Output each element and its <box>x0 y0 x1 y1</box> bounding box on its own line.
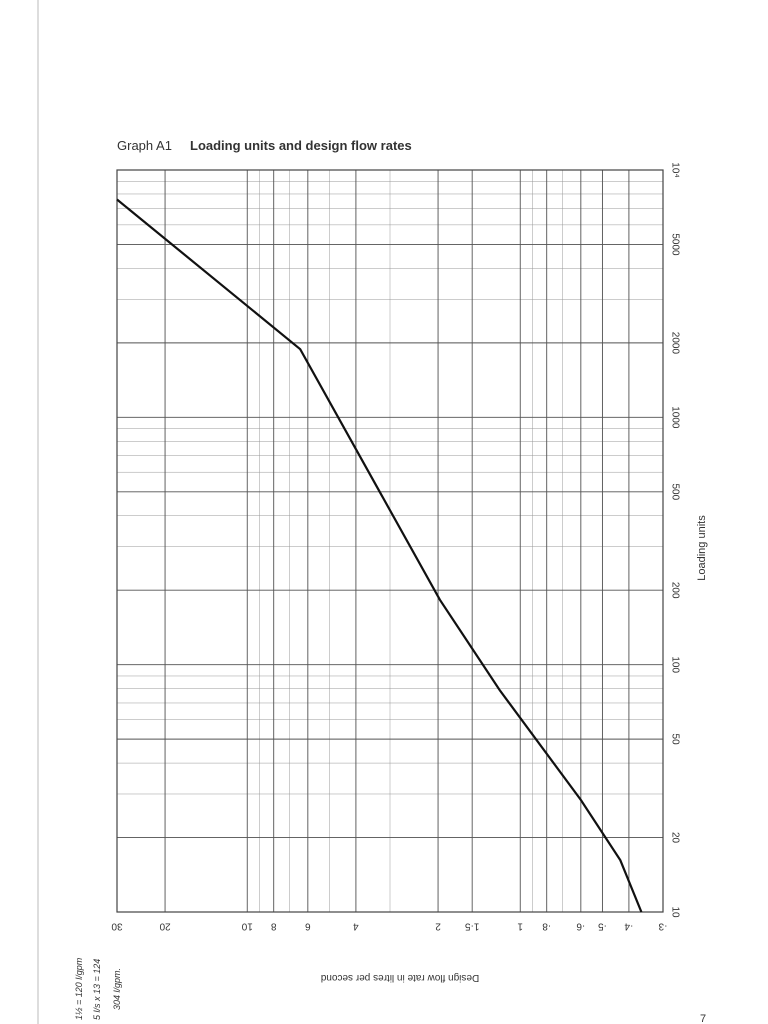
x-tick-label: 20 <box>159 920 171 931</box>
x-tick-label: 6 <box>305 920 311 931</box>
y-tick-label: 20 <box>669 832 680 844</box>
x-tick-label: ·3 <box>658 920 667 931</box>
handwritten-note: 304 l/gpm. <box>112 968 122 1010</box>
x-tick-label: ·4 <box>624 920 633 931</box>
curve <box>116 198 643 913</box>
y-tick-label: 2000 <box>669 332 680 355</box>
x-tick-label: ·8 <box>542 920 551 931</box>
y-tick-label: 1000 <box>669 406 680 429</box>
plot-frame <box>116 169 664 913</box>
x-tick-label: 1 <box>517 920 523 931</box>
x-tick-label: 10 <box>241 920 253 931</box>
x-tick-label: 30 <box>111 920 123 931</box>
y-tick-label: 5000 <box>669 233 680 256</box>
y-tick-label: 200 <box>669 582 680 599</box>
y-tick-label: 10⁴ <box>669 162 680 177</box>
x-tick-label: ·6 <box>576 920 585 931</box>
figure-label: Graph A1 <box>117 138 172 153</box>
x-axis-label: Design flow rate in litres per second <box>321 972 479 983</box>
y-tick-label: 100 <box>669 656 680 673</box>
y-tick-label: 500 <box>669 483 680 500</box>
page-number: 7 <box>700 1013 706 1024</box>
handwritten-note: 1½ = 120 l/gpm <box>74 957 84 1020</box>
x-tick-label: ·5 <box>598 920 607 931</box>
handwritten-note: 5 l/s x 13 = 124 <box>92 959 102 1020</box>
y-tick-label: 50 <box>669 734 680 746</box>
y-axis-label: Loading units <box>696 515 708 581</box>
chart-title: Loading units and design flow rates <box>190 138 412 153</box>
y-tick-label: 10 <box>669 906 680 918</box>
x-tick-label: 2 <box>435 920 441 931</box>
plot-area: 30 20 10 8 6 4 2 1·5 1·8·6·5·4·31020501002005001… <box>111 162 680 931</box>
x-tick-label: 8 <box>270 920 276 931</box>
x-tick-label: 4 <box>353 920 359 931</box>
x-tick-label: 1·5 <box>465 920 480 931</box>
